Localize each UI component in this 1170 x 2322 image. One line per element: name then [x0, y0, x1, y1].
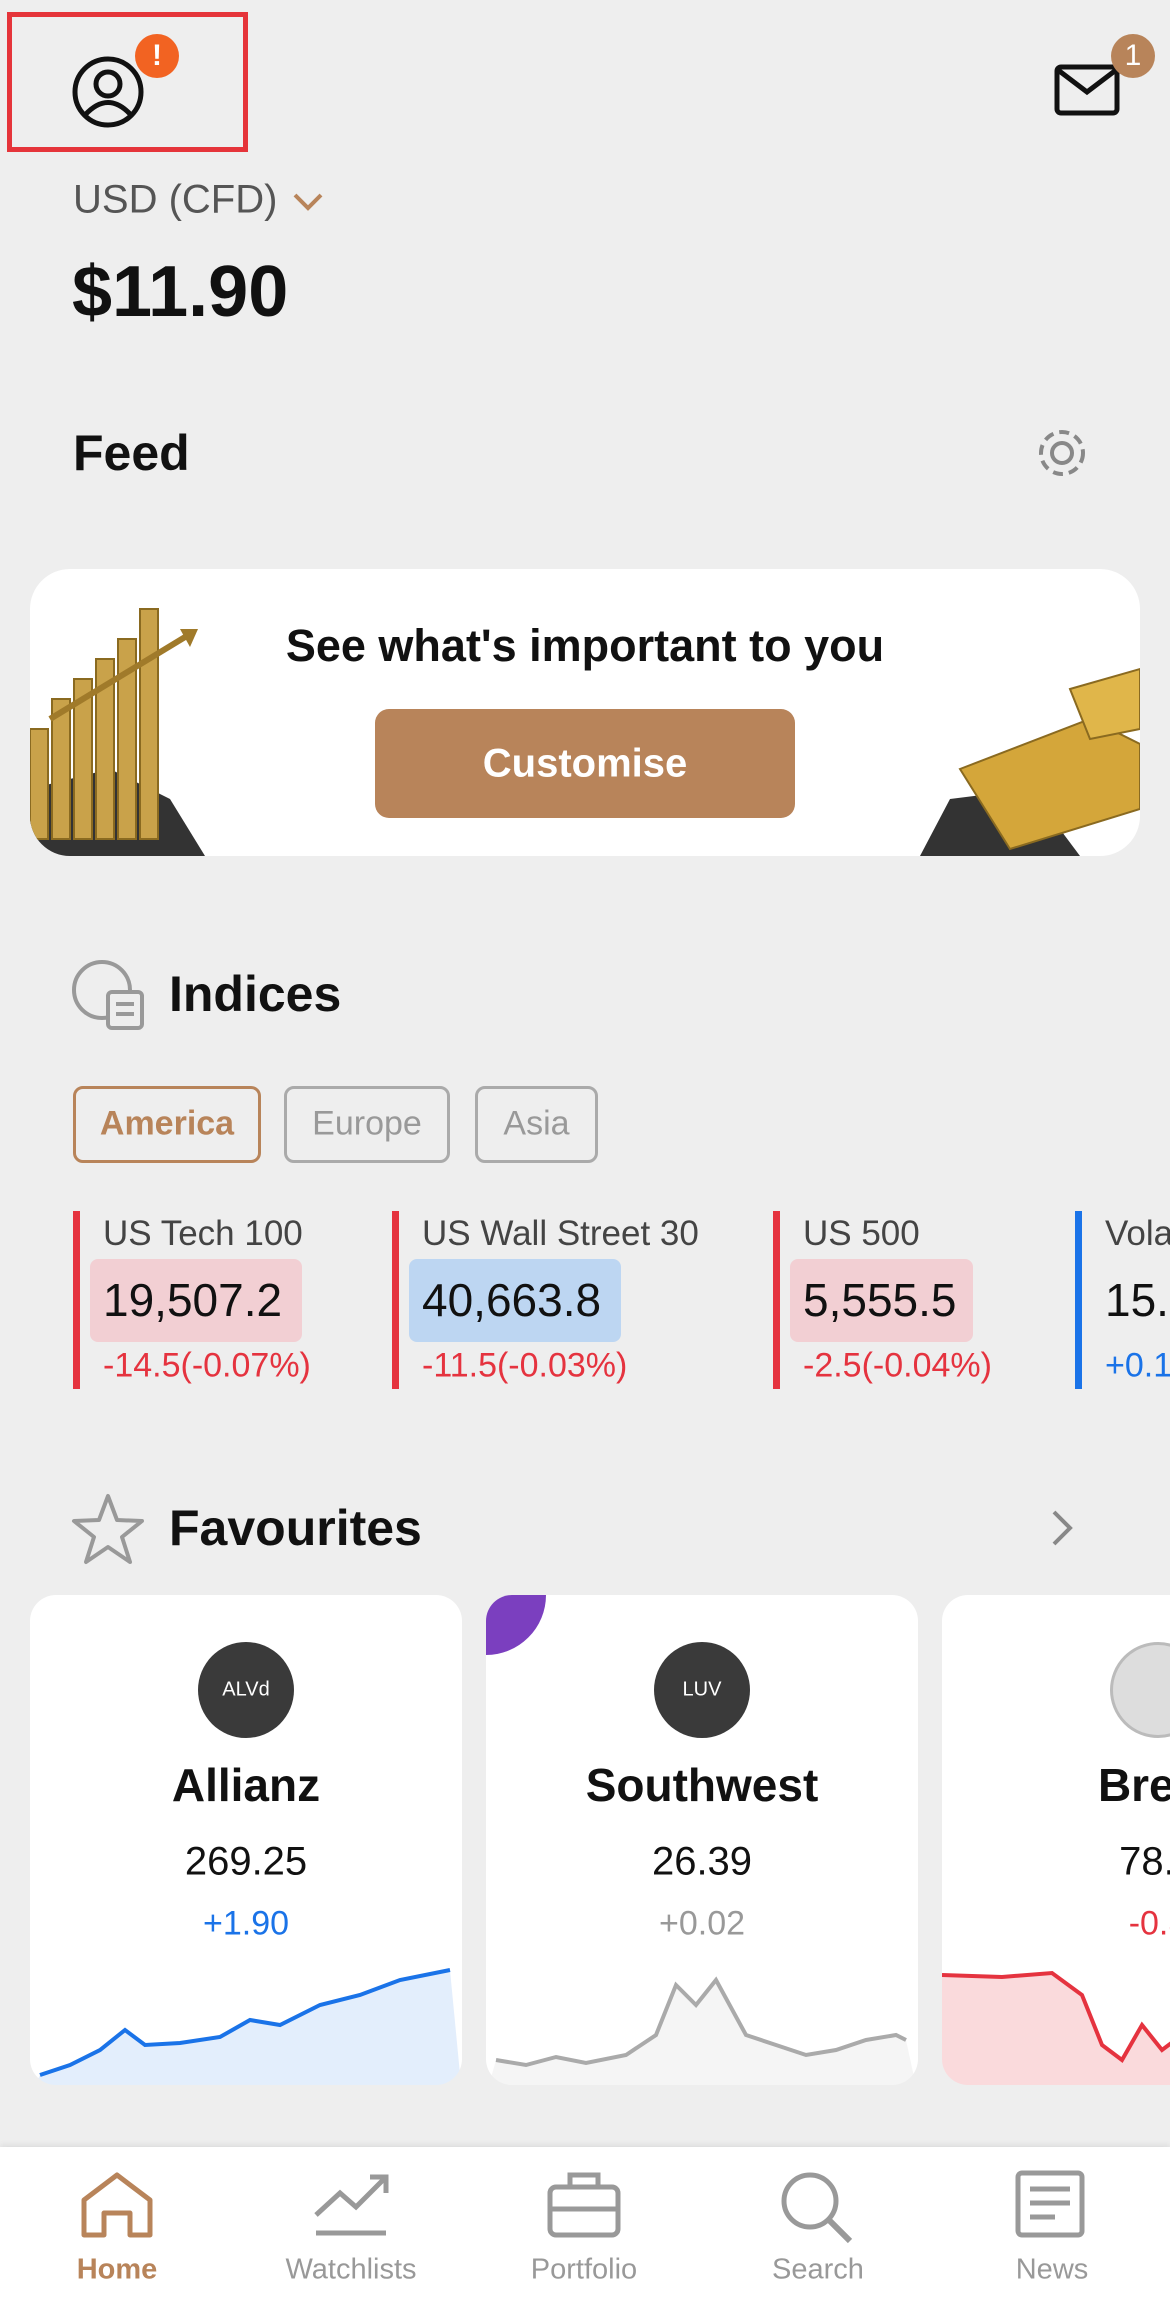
favourite-card[interactable]: LUV Southwest 26.39 +0.02 — [486, 1595, 918, 2085]
star-icon — [72, 1494, 144, 1564]
sparkline-line — [39, 1968, 451, 2077]
section-title: Indices — [169, 966, 342, 1022]
value-box — [790, 1259, 973, 1342]
value-box — [409, 1259, 621, 1342]
dropdown-icon[interactable] — [292, 192, 324, 212]
tab-chip[interactable] — [284, 1086, 450, 1163]
index-bar — [73, 1211, 80, 1389]
banner-text: See what's important to you — [285, 620, 885, 671]
balance: $11.90 — [72, 252, 289, 332]
tab-label[interactable]: America — [99, 1104, 235, 1143]
sparkline-line — [942, 1970, 1170, 2063]
nav-label[interactable]: Home — [76, 2253, 158, 2286]
index-name[interactable]: Vola — [1105, 1214, 1170, 1253]
button-label[interactable]: Customise — [482, 741, 688, 786]
index-bar — [392, 1211, 399, 1389]
index-value[interactable]: 15. — [1105, 1274, 1169, 1326]
index-value[interactable]: 40,663.8 — [422, 1274, 602, 1326]
section-title: Feed — [73, 425, 190, 481]
logo-circle — [654, 1642, 750, 1738]
sparkline-area — [35, 1970, 462, 2085]
settings-icon[interactable] — [1032, 423, 1092, 483]
sparkline — [488, 1976, 916, 2085]
index-name[interactable]: US Wall Street 30 — [422, 1214, 699, 1253]
stock-change: +1.90 — [202, 1904, 290, 1943]
value-box — [90, 1259, 302, 1342]
index-bar — [773, 1211, 780, 1389]
notification-badge — [135, 34, 179, 78]
tab-chip[interactable] — [475, 1086, 598, 1163]
index-name[interactable]: US 500 — [803, 1214, 920, 1253]
stock-price: 26.39 — [651, 1839, 753, 1884]
section-title: Favourites — [169, 1500, 422, 1556]
banner-art — [30, 608, 1140, 856]
index-change[interactable]: -2.5(-0.04%) — [803, 1346, 992, 1385]
stock-price: 269.25 — [184, 1839, 308, 1884]
stock-change: +0.02 — [658, 1904, 746, 1943]
stock-change: -0.8 — [1128, 1904, 1170, 1943]
nav-label[interactable]: Portfolio — [530, 2253, 638, 2286]
nav-label[interactable]: News — [1015, 2253, 1089, 2286]
stock-name: Allianz — [171, 1759, 321, 1811]
tab-label[interactable]: Europe — [312, 1104, 422, 1143]
index-change[interactable]: -14.5(-0.07%) — [103, 1346, 311, 1385]
index-change[interactable]: +0.1 — [1105, 1346, 1170, 1385]
customise-button[interactable] — [375, 709, 795, 818]
index-bar — [1075, 1211, 1082, 1389]
tab-label[interactable]: Asia — [503, 1104, 570, 1143]
stock-name: Brent — [1097, 1759, 1170, 1811]
stock-name: Southwest — [585, 1759, 819, 1811]
session-badge — [486, 1595, 546, 1655]
sparkline — [942, 1970, 1170, 2085]
sparkline-area — [942, 1973, 1170, 2085]
logo-circle — [1110, 1642, 1170, 1738]
logo-text: ALVd — [222, 1678, 270, 1701]
account-label[interactable]: USD (CFD) — [73, 177, 278, 222]
index-change[interactable]: -11.5(-0.03%) — [422, 1346, 628, 1385]
nav-label[interactable]: Search — [772, 2253, 864, 2286]
stock-price: 78.3 — [1119, 1839, 1170, 1884]
mail-icon[interactable] — [1054, 64, 1120, 116]
sparkline — [35, 1968, 462, 2085]
favourite-card[interactable]: ALVd Allianz 269.25 +1.90 — [30, 1595, 462, 2085]
index-value[interactable]: 19,507.2 — [103, 1274, 283, 1326]
indices-icon — [72, 960, 144, 1030]
nav-label[interactable]: Watchlists — [285, 2253, 417, 2286]
tab-chip[interactable] — [73, 1086, 261, 1163]
logo-text: LUV — [682, 1678, 722, 1701]
favourite-card[interactable]: Brent 78.3 -0.8 — [942, 1595, 1170, 2085]
index-value[interactable]: 5,555.5 — [803, 1274, 957, 1326]
logo-circle — [198, 1642, 294, 1738]
profile-icon[interactable] — [68, 52, 148, 132]
badge-text: 1 — [1124, 39, 1142, 72]
mail-badge — [1111, 34, 1155, 78]
banner-card: See what's important to you Customise — [30, 569, 1140, 856]
sparkline-line — [495, 1976, 907, 2068]
nav-icons — [81, 2170, 1085, 2244]
chevron-icon[interactable] — [1050, 1508, 1076, 1548]
index-name[interactable]: US Tech 100 — [103, 1214, 303, 1253]
highlight-box — [7, 12, 248, 152]
badge-text: ! — [152, 39, 162, 72]
sparkline-area — [488, 1980, 916, 2085]
